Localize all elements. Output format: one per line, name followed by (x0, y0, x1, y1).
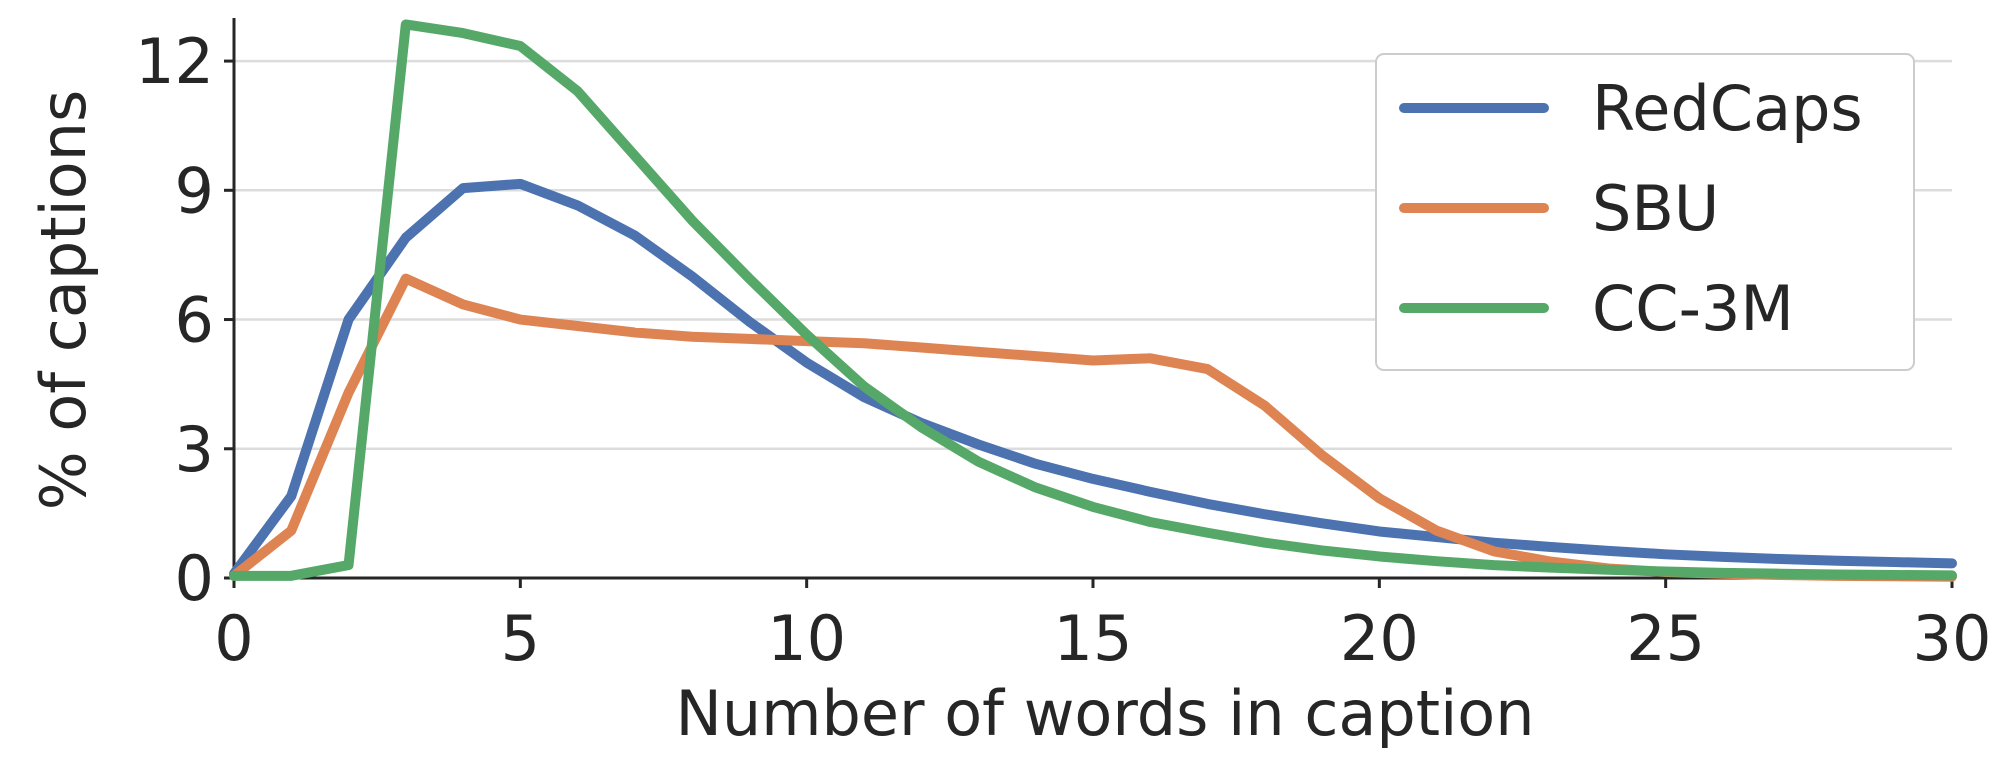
series-line-cc-3m (229, 19, 1957, 581)
x-tick-label: 15 (1054, 602, 1133, 675)
legend: RedCaps SBU CC-3M (1375, 53, 1915, 371)
x-tick-label: 5 (501, 602, 540, 675)
axes (224, 18, 1954, 588)
legend-box (1375, 53, 1915, 371)
x-axis-title: Number of words in caption (675, 677, 1534, 750)
series-line-redcaps (229, 178, 1957, 579)
y-axis-title: % of captions (27, 90, 100, 511)
y-tick-label: 3 (175, 413, 214, 486)
legend-label: RedCaps (1592, 72, 1863, 145)
legend-label: CC-3M (1592, 272, 1794, 345)
y-tick-label: 12 (135, 25, 214, 98)
y-tick-label: 6 (175, 284, 214, 357)
x-tick-label: 30 (1913, 602, 1992, 675)
tick-labels: 0 3 6 9 12 0 5 10 15 20 25 30 (135, 25, 1991, 675)
x-tick-label: 25 (1626, 602, 1705, 675)
y-tick-label: 0 (175, 542, 214, 615)
x-tick-label: 0 (214, 602, 253, 675)
series-lines (229, 19, 1957, 582)
legend-label: SBU (1592, 172, 1719, 245)
y-tick-label: 9 (175, 154, 214, 227)
x-tick-label: 20 (1340, 602, 1419, 675)
x-tick-label: 10 (767, 602, 846, 675)
